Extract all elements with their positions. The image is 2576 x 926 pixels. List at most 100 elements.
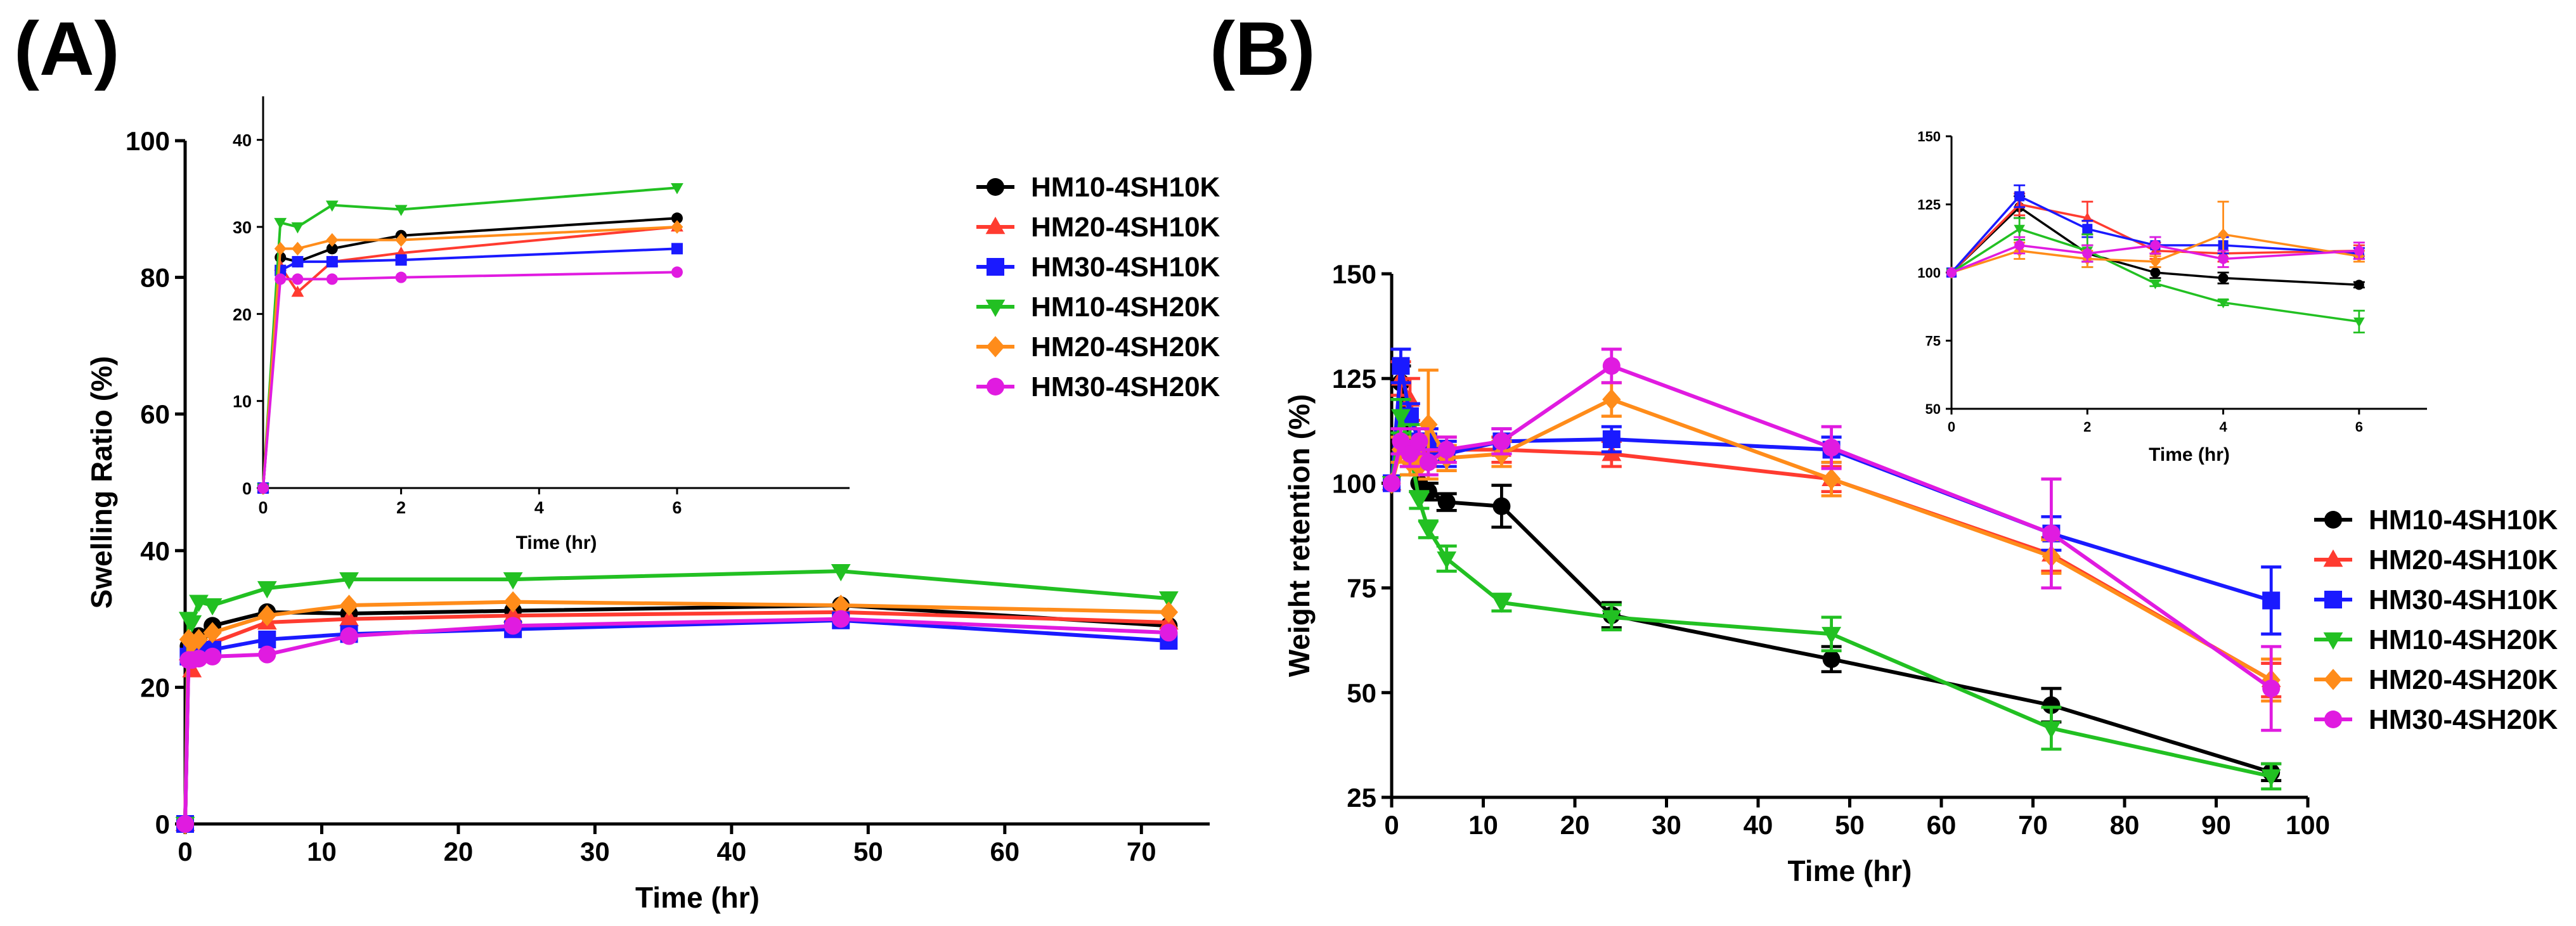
- data-point: [176, 815, 194, 833]
- data-point: [275, 273, 287, 285]
- legend-marker: [2324, 669, 2343, 690]
- data-point: [1437, 440, 1456, 459]
- legend-marker: [2323, 632, 2343, 650]
- data-point: [1822, 627, 1841, 645]
- data-point: [1822, 439, 1841, 457]
- y-tick-label: 20: [140, 672, 170, 702]
- series-hm30-4sh20k: [1383, 347, 2282, 732]
- legend-item-hm10-4sh20k: HM10-4SH20K: [976, 292, 1220, 323]
- legend-marker: [987, 258, 1004, 276]
- data-point: [2042, 721, 2061, 739]
- data-point: [257, 581, 277, 599]
- legend-label: HM30-4SH20K: [2369, 704, 2558, 735]
- panel-a-label: (A): [14, 6, 120, 91]
- y-tick-label: 75: [1926, 333, 1941, 349]
- data-point: [1602, 389, 1621, 411]
- series-hm30-4sh20k: [176, 610, 1178, 833]
- data-point: [1602, 430, 1621, 449]
- series-hm30-4sh20k: [1946, 236, 2365, 278]
- x-tick-label: 100: [2286, 810, 2330, 840]
- legend-marker: [987, 378, 1004, 395]
- data-point: [395, 233, 408, 247]
- y-tick-label: 125: [1917, 197, 1941, 213]
- x-tick-label: 70: [1127, 837, 1156, 866]
- y-tick-label: 100: [1917, 265, 1941, 281]
- data-point: [189, 629, 209, 650]
- data-point: [832, 610, 850, 628]
- panel-a-legend: HM10-4SH10K HM20-4SH10K HM30-4SH10K HM10-4S…: [976, 172, 1220, 402]
- legend-item-hm20-4sh20k: HM20-4SH20K: [2314, 664, 2558, 695]
- data-point: [671, 183, 683, 195]
- y-tick-label: 0: [242, 479, 252, 498]
- data-point: [2353, 245, 2364, 256]
- panel-b: (B) 0 10 20 30 40 50 60 70 80 90 10025507510012515…: [1210, 6, 2558, 887]
- data-point: [339, 595, 359, 616]
- series-hm30-4sh10k: [176, 611, 1178, 833]
- x-tick-label: 50: [1835, 810, 1865, 840]
- data-point: [257, 482, 269, 494]
- data-point: [326, 255, 338, 267]
- data-point: [671, 243, 683, 255]
- data-point: [395, 271, 407, 283]
- data-point: [326, 243, 338, 255]
- data-point: [671, 212, 683, 224]
- series-line: [262, 186, 678, 489]
- data-point: [1419, 414, 1438, 435]
- x-axis-title: Time (hr): [2149, 444, 2230, 465]
- data-point: [202, 598, 223, 616]
- legend-item-hm30-4sh10k: HM30-4SH10K: [2314, 584, 2558, 615]
- data-point: [2353, 318, 2365, 328]
- data-point: [2218, 254, 2229, 264]
- y-tick-label: 60: [140, 399, 170, 429]
- legend-marker: [985, 299, 1006, 318]
- legend-marker: [2323, 549, 2343, 567]
- data-point: [274, 217, 287, 229]
- data-point: [2014, 191, 2025, 202]
- x-axis-title: Time (hr): [1788, 854, 1912, 887]
- data-point: [1946, 267, 1957, 278]
- x-axis-title: Time (hr): [635, 881, 760, 914]
- legend-item-hm10-4sh10k: HM10-4SH10K: [976, 172, 1220, 203]
- legend-label: HM10-4SH10K: [2369, 505, 2558, 536]
- data-point: [1492, 432, 1511, 451]
- data-point: [2082, 248, 2093, 259]
- x-tick-label: 4: [2219, 419, 2227, 435]
- x-tick-label: 70: [2018, 810, 2048, 840]
- data-point: [2014, 224, 2025, 235]
- y-tick-label: 40: [140, 536, 170, 566]
- data-point: [2014, 240, 2025, 250]
- legend-label: HM20-4SH20K: [2369, 664, 2558, 695]
- data-point: [1391, 409, 1411, 427]
- data-point: [2217, 298, 2229, 309]
- legend-label: HM20-4SH10K: [1031, 212, 1220, 243]
- y-tick-label: 30: [233, 218, 252, 237]
- data-point: [339, 572, 359, 590]
- series-line: [1950, 195, 2359, 274]
- x-tick-label: 50: [853, 837, 883, 866]
- data-point: [503, 605, 523, 623]
- legend-label: HM30-4SH20K: [1031, 371, 1220, 402]
- data-point: [671, 220, 683, 234]
- y-tick-label: 50: [1926, 401, 1941, 417]
- legend-marker: [2324, 711, 2342, 728]
- data-point: [2150, 255, 2161, 268]
- data-point: [2149, 279, 2161, 290]
- y-tick-label: 150: [1917, 129, 1941, 145]
- legend-item-hm20-4sh10k: HM20-4SH10K: [976, 212, 1220, 243]
- legend-label: HM10-4SH20K: [1031, 292, 1220, 323]
- data-point: [1160, 624, 1178, 642]
- data-point: [325, 200, 339, 212]
- legend-label: HM20-4SH10K: [2369, 544, 2558, 576]
- data-point: [1492, 595, 1511, 613]
- legend-item-hm20-4sh20k: HM20-4SH20K: [976, 331, 1220, 363]
- data-point: [2218, 273, 2229, 283]
- x-tick-label: 0: [1384, 810, 1399, 840]
- data-point: [1401, 445, 1419, 463]
- series-line: [1950, 203, 2359, 274]
- legend-label: HM10-4SH10K: [1031, 172, 1220, 203]
- legend-item-hm10-4sh10k: HM10-4SH10K: [2314, 505, 2558, 536]
- data-point: [2218, 228, 2229, 241]
- data-point: [1409, 492, 1429, 510]
